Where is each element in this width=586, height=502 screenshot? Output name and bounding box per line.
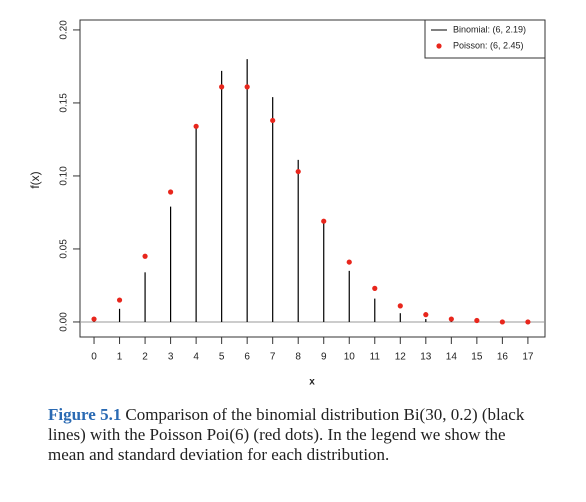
- dot: [168, 189, 174, 195]
- x-tick-label: 14: [446, 352, 458, 363]
- x-tick-label: 1: [117, 352, 123, 363]
- legend-label: Poisson: (6, 2.45): [453, 40, 524, 50]
- dot: [423, 312, 429, 318]
- y-tick-label: 0.00: [59, 312, 70, 332]
- dot: [346, 259, 352, 265]
- x-tick-label: 11: [370, 352, 381, 363]
- x-tick-label: 0: [91, 352, 97, 363]
- caption-label: Figure 5.1: [48, 405, 122, 424]
- x-tick-label: 8: [295, 352, 301, 363]
- dot: [142, 253, 148, 259]
- caption: Figure 5.1 Comparison of the binomial dis…: [48, 405, 540, 465]
- y-axis-label: f(x): [28, 171, 42, 188]
- dot: [525, 319, 531, 325]
- dot: [321, 218, 327, 224]
- x-tick-label: 10: [344, 352, 356, 363]
- y-tick-label: 0.10: [59, 166, 70, 186]
- plot-frame: [79, 19, 546, 338]
- dot: [295, 168, 301, 175]
- dot: [270, 117, 276, 124]
- x-tick-label: 9: [321, 352, 327, 363]
- dot: [397, 303, 403, 309]
- dot: [91, 316, 97, 322]
- dot: [499, 319, 505, 325]
- legend-swatch: [436, 43, 442, 49]
- x-tick-label: 13: [420, 352, 432, 363]
- y-tick-label: 0.05: [59, 239, 70, 259]
- dot: [116, 297, 123, 303]
- x-tick-label: 7: [270, 352, 276, 363]
- chart: x f(x) 0.000.050.100.150.200 1 2 3 4 5 6 7 8 9 10 1…: [28, 19, 546, 388]
- dot: [474, 317, 480, 324]
- x-tick-label: 3: [168, 352, 174, 363]
- legend-label: Binomial: (6, 2.19): [453, 24, 526, 34]
- y-tick-label: 0.15: [59, 93, 70, 113]
- x-axis-label: x: [309, 377, 315, 388]
- dot: [448, 316, 454, 322]
- y-tick-label: 0.20: [59, 20, 70, 40]
- x-tick-label: 5: [219, 352, 225, 363]
- x-tick-label: 12: [395, 352, 407, 363]
- dot: [193, 123, 199, 129]
- x-tick-label: 4: [193, 352, 199, 363]
- x-tick-label: 16: [497, 352, 509, 363]
- caption-text: Comparison of the binomial distribution …: [48, 405, 525, 464]
- dot: [244, 84, 250, 90]
- legend-box: [424, 19, 546, 59]
- dot: [219, 84, 225, 90]
- dot: [372, 285, 378, 291]
- x-tick-label: 17: [522, 352, 534, 363]
- x-tick-label: 2: [142, 352, 148, 363]
- x-tick-label: 6: [244, 352, 250, 363]
- x-tick-label: 15: [471, 352, 483, 363]
